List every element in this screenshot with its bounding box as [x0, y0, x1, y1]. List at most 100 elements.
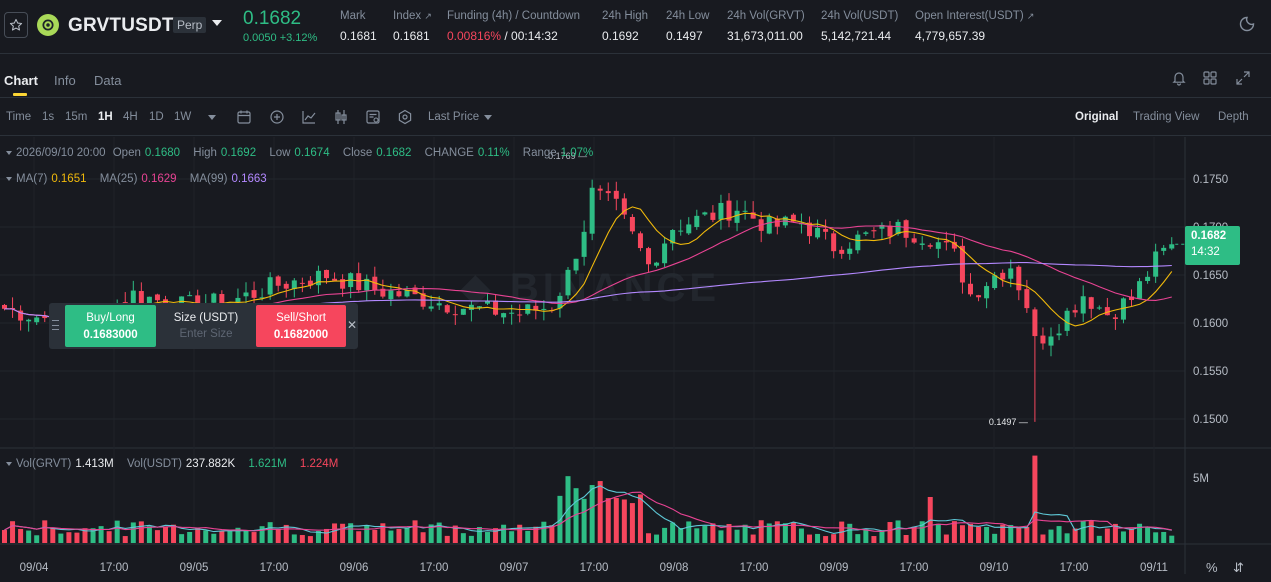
- candle-body: [1032, 309, 1038, 337]
- volume-bar: [831, 534, 837, 543]
- candle-body: [138, 291, 144, 304]
- time-axis-label: 09/05: [180, 562, 209, 574]
- volume-bar: [621, 499, 627, 543]
- stat-open-interest[interactable]: Open Interest(USDT) ↗ 4,779,657.39: [915, 10, 1034, 43]
- percent-scale-icon[interactable]: %: [1206, 560, 1218, 575]
- volume-bar: [1169, 535, 1175, 543]
- candle-body: [1153, 251, 1159, 277]
- candle-body: [1008, 268, 1014, 279]
- candle-body: [291, 280, 297, 289]
- auto-fit-icon[interactable]: ⇵: [1233, 560, 1244, 575]
- volume-bar: [235, 527, 241, 543]
- candle-body: [790, 214, 796, 222]
- candle-body: [605, 191, 611, 194]
- buy-long-price: 0.1683000: [83, 329, 138, 341]
- ma-legend-chevron-down-icon[interactable]: [6, 176, 12, 181]
- price-type-chevron-down-icon[interactable]: [484, 115, 492, 120]
- stat-24h-vol-quote: 24h Vol(USDT) 5,142,721.44: [821, 10, 898, 43]
- candle-body: [766, 216, 772, 234]
- candle-body: [815, 228, 821, 238]
- size-input[interactable]: [160, 328, 252, 340]
- tab-data[interactable]: Data: [94, 73, 122, 88]
- candle-body: [1096, 307, 1102, 309]
- tab-chart[interactable]: Chart: [4, 73, 38, 88]
- candle-body: [34, 317, 40, 323]
- drag-handle-icon[interactable]: [52, 320, 59, 330]
- candle-body: [259, 297, 265, 299]
- volume-ma2-line: [4, 491, 1172, 532]
- sell-short-button[interactable]: Sell/Short 0.1682000: [256, 305, 346, 347]
- volume-bar: [10, 521, 16, 543]
- symbol-name[interactable]: GRVTUSDT: [68, 15, 174, 36]
- stat-index-label[interactable]: Index: [393, 10, 422, 22]
- legend-close: 0.1682: [376, 147, 412, 159]
- candle-body: [404, 290, 410, 297]
- volume-bar: [734, 529, 740, 543]
- candle-body: [847, 248, 853, 254]
- volume-axis-label: 5M: [1193, 473, 1209, 485]
- time-label[interactable]: Time: [6, 111, 32, 123]
- interval-15m[interactable]: 15m: [65, 111, 88, 123]
- candlestick-style-icon[interactable]: [333, 109, 349, 125]
- candle-body: [976, 295, 982, 298]
- buy-long-button[interactable]: Buy/Long 0.1683000: [65, 305, 156, 347]
- fullscreen-icon[interactable]: [1235, 70, 1251, 86]
- candle-body: [1048, 336, 1054, 346]
- bell-icon[interactable]: [1171, 70, 1187, 86]
- volume-bar: [694, 528, 700, 543]
- gear-icon[interactable]: [397, 109, 413, 125]
- volume-bar: [315, 530, 321, 543]
- legend-collapse-chevron-down-icon[interactable]: [6, 150, 12, 155]
- candle-body: [774, 218, 780, 227]
- ticker-bar: GRVTUSDT Perp 0.1682 0.0050 +3.12% Mark …: [0, 0, 1271, 54]
- candle-body: [130, 290, 136, 305]
- volume-bar: [1080, 521, 1086, 543]
- interval-more-chevron-down-icon[interactable]: [208, 115, 216, 120]
- time-axis-label: 17:00: [1060, 562, 1089, 574]
- add-indicator-icon[interactable]: [269, 109, 285, 125]
- candlestick-chart[interactable]: ◆ BINANCE 0.17500.17000.16500.16000.1550…: [0, 137, 1271, 582]
- symbol-dropdown-chevron-down-icon[interactable]: [212, 20, 222, 26]
- candle-body: [219, 294, 225, 310]
- theme-toggle-icon[interactable]: [1239, 16, 1255, 32]
- price-type-select[interactable]: Last Price: [428, 111, 480, 123]
- volume-bar: [130, 522, 136, 543]
- layout-grid-icon[interactable]: [1202, 70, 1218, 86]
- stat-open-interest-label[interactable]: Open Interest(USDT): [915, 10, 1024, 22]
- view-original[interactable]: Original: [1075, 111, 1119, 123]
- tab-info[interactable]: Info: [54, 73, 76, 88]
- favorite-button[interactable]: [4, 12, 28, 38]
- time-axis-label: 09/09: [820, 562, 849, 574]
- interval-1w[interactable]: 1W: [174, 111, 192, 123]
- ma7-value: 0.1651: [51, 173, 87, 185]
- axis-labels: 0.17500.17000.16500.16000.15500.150009/0…: [20, 174, 1244, 575]
- volume-legend: Vol(GRVT) 1.413M Vol(USDT) 237.882K 1.621M…: [6, 458, 348, 470]
- calendar-icon[interactable]: [236, 109, 252, 125]
- view-depth[interactable]: Depth: [1218, 111, 1249, 123]
- volume-bar: [774, 521, 780, 543]
- volume-bar: [1040, 534, 1046, 543]
- volume-bar: [146, 526, 152, 543]
- interval-4h[interactable]: 4H: [123, 111, 138, 123]
- interval-1s[interactable]: 1s: [42, 111, 55, 123]
- view-trading-view[interactable]: Trading View: [1133, 111, 1200, 123]
- volume-bar: [42, 520, 48, 543]
- close-icon[interactable]: ✕: [347, 318, 358, 332]
- volume-bar: [943, 534, 949, 543]
- volume-bar: [798, 528, 804, 543]
- interval-1d[interactable]: 1D: [149, 111, 164, 123]
- time-axis-label: 17:00: [260, 562, 289, 574]
- volume-bar: [1153, 532, 1159, 543]
- indicator-chart-icon[interactable]: [301, 109, 317, 125]
- candle-body: [951, 241, 957, 249]
- vol-legend-chevron-down-icon[interactable]: [6, 461, 12, 466]
- candle-body: [1040, 335, 1046, 344]
- candle-body: [565, 269, 571, 296]
- volume-bar: [404, 527, 410, 543]
- stat-index[interactable]: Index ↗ 0.1681: [393, 10, 432, 43]
- volume-bar: [251, 532, 257, 543]
- interval-1h[interactable]: 1H: [98, 111, 113, 123]
- chart-tabs: Chart Info Data: [0, 62, 1271, 98]
- watermark-logo: ◆ BINANCE: [460, 266, 720, 310]
- chart-settings-icon[interactable]: [365, 109, 381, 125]
